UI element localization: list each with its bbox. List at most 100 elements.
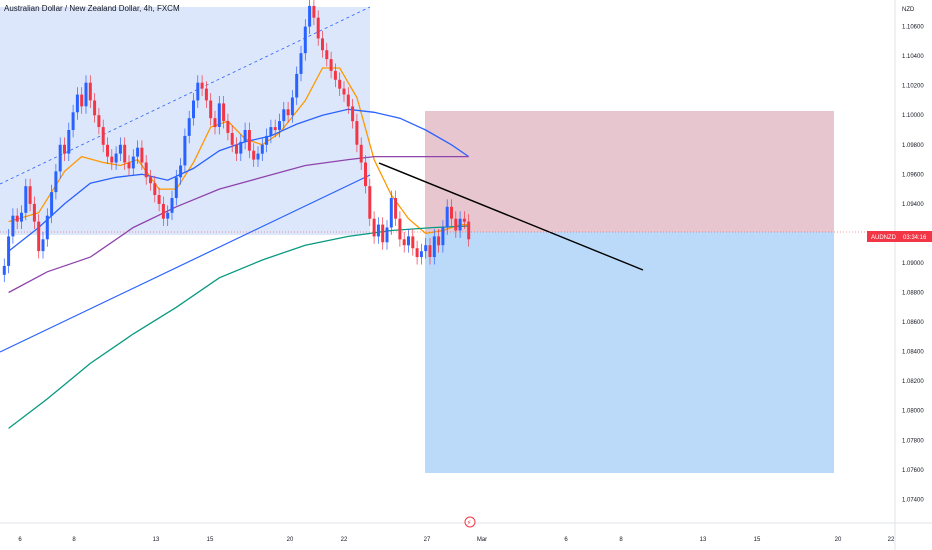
candle-body[interactable] (376, 224, 380, 237)
candle-body[interactable] (346, 94, 350, 107)
candle-body[interactable] (118, 144, 122, 154)
candle-body[interactable] (252, 150, 256, 160)
candle-body[interactable] (209, 100, 213, 119)
candle-body[interactable] (196, 82, 200, 101)
event-marker[interactable] (464, 516, 476, 528)
candle-body[interactable] (2, 265, 6, 275)
candle-body[interactable] (106, 144, 109, 157)
candle-body[interactable] (437, 236, 441, 246)
candle-body[interactable] (136, 147, 140, 157)
candle-body[interactable] (204, 88, 208, 101)
candle-body[interactable] (50, 192, 54, 216)
candle-body[interactable] (140, 147, 144, 163)
candle-body[interactable] (58, 144, 62, 172)
candle-body[interactable] (389, 198, 393, 228)
price-axis[interactable]: 1.10600 1.10400 1.10200 1.10000 1.09800 1.096… (902, 25, 924, 504)
candle-body[interactable] (458, 218, 462, 231)
candle-body[interactable] (269, 127, 273, 136)
candle-body[interactable] (149, 177, 152, 184)
candle-body[interactable] (114, 153, 118, 163)
candle-body[interactable] (75, 94, 79, 113)
time-axis[interactable]: 6 8 13 15 20 22 27 Mar 6 8 13 15 20 22 (18, 537, 895, 543)
candle-body[interactable] (394, 198, 398, 219)
candle-body[interactable] (131, 156, 135, 169)
candle-body[interactable] (432, 236, 436, 258)
candle-body[interactable] (32, 203, 36, 222)
candle-body[interactable] (407, 236, 410, 246)
candle-body[interactable] (295, 73, 299, 98)
candle-body[interactable] (217, 103, 221, 127)
candle-body[interactable] (333, 70, 337, 80)
candle-body[interactable] (450, 206, 453, 219)
candle-body[interactable] (282, 109, 286, 122)
candles[interactable] (2, 0, 471, 283)
candle-body[interactable] (355, 121, 359, 145)
candle-body[interactable] (235, 144, 238, 154)
candle-body[interactable] (45, 215, 49, 240)
candle-body[interactable] (20, 212, 23, 222)
candle-body[interactable] (166, 212, 170, 219)
candle-body[interactable] (41, 239, 45, 252)
candle-body[interactable] (441, 227, 445, 246)
candle-body[interactable] (144, 162, 148, 178)
candle-body[interactable] (243, 130, 247, 142)
candle-body[interactable] (364, 162, 367, 187)
candle-body[interactable] (37, 221, 41, 252)
candle-body[interactable] (28, 186, 32, 204)
candle-body[interactable] (286, 109, 290, 116)
candle-body[interactable] (24, 186, 28, 213)
candle-body[interactable] (411, 236, 415, 249)
candle-body[interactable] (161, 203, 165, 219)
candle-body[interactable] (256, 153, 260, 160)
candle-body[interactable] (157, 195, 161, 204)
candle-body[interactable] (67, 130, 71, 154)
candle-body[interactable] (226, 121, 230, 133)
candle-body[interactable] (428, 245, 432, 257)
candle-body[interactable] (398, 218, 402, 240)
candle-body[interactable] (351, 106, 355, 122)
candle-body[interactable] (359, 144, 363, 163)
candle-body[interactable] (170, 198, 174, 213)
candle-body[interactable] (278, 121, 281, 130)
candle-body[interactable] (372, 218, 376, 237)
candle-body[interactable] (183, 135, 187, 166)
candle-body[interactable] (15, 215, 19, 222)
candle-body[interactable] (213, 118, 217, 128)
candle-body[interactable] (321, 38, 324, 51)
candle-body[interactable] (230, 133, 234, 145)
candle-body[interactable] (11, 215, 15, 237)
candle-body[interactable] (265, 135, 269, 145)
candle-body[interactable] (368, 186, 372, 219)
candle-body[interactable] (329, 59, 333, 71)
candle-body[interactable] (174, 177, 178, 198)
candle-body[interactable] (239, 141, 243, 154)
candle-body[interactable] (110, 156, 114, 163)
candle-body[interactable] (385, 227, 389, 243)
trendline[interactable] (378, 162, 644, 271)
candle-body[interactable] (179, 165, 183, 178)
candle-body[interactable] (63, 144, 66, 154)
candle-body[interactable] (419, 251, 423, 258)
candle-body[interactable] (402, 239, 406, 246)
candle-body[interactable] (467, 221, 471, 240)
candle-body[interactable] (187, 118, 191, 136)
candle-body[interactable] (312, 5, 316, 18)
candle-body[interactable] (308, 5, 312, 27)
candle-body[interactable] (222, 103, 226, 122)
candle-body[interactable] (462, 218, 466, 222)
candle-body[interactable] (153, 183, 157, 195)
candle-body[interactable] (123, 144, 127, 163)
candle-body[interactable] (97, 115, 101, 127)
candle-body[interactable] (303, 26, 307, 54)
candle-body[interactable] (299, 53, 303, 74)
candle-body[interactable] (290, 97, 294, 116)
candle-body[interactable] (415, 248, 419, 258)
candle-body[interactable] (84, 82, 88, 107)
candle-body[interactable] (381, 224, 385, 243)
candle-body[interactable] (260, 144, 264, 154)
candle-body[interactable] (200, 82, 204, 89)
candle-body[interactable] (342, 88, 346, 95)
candle-body[interactable] (454, 218, 458, 231)
candle-body[interactable] (80, 94, 84, 107)
